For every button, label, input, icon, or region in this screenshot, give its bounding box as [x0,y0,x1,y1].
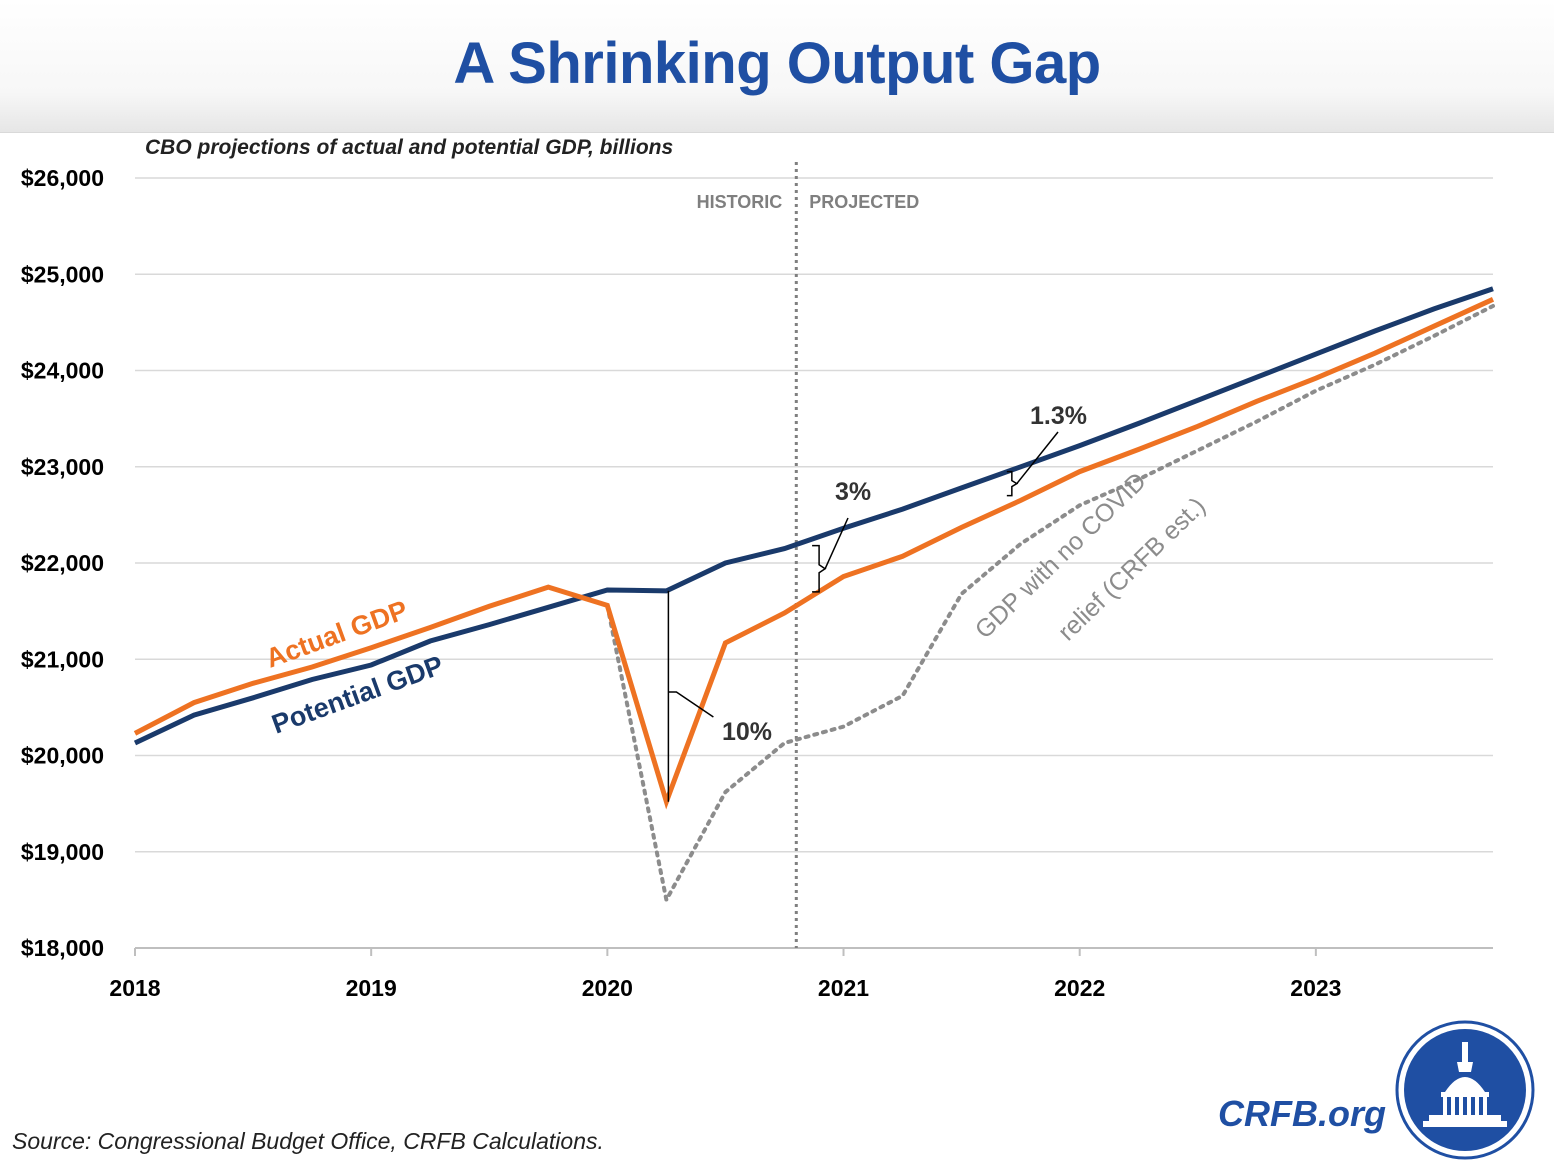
x-tick-label: 2018 [109,975,160,1001]
y-tick-label: $23,000 [21,454,104,480]
y-tick-label: $20,000 [21,743,104,769]
gap-label-3: 3% [835,478,871,506]
series-line [133,286,1494,746]
x-tick-label: 2019 [346,975,397,1001]
y-tick-label: $24,000 [21,358,104,384]
series-lines [133,286,1495,906]
page-title: A Shrinking Output Gap [453,31,1101,96]
series-line [133,297,1495,810]
x-tick-label: 2022 [1054,975,1105,1001]
projected-label: PROJECTED [809,192,919,212]
site-link[interactable]: CRFB.org [1218,1093,1386,1134]
y-tick-label: $22,000 [21,550,104,576]
chart-subtitle: CBO projections of actual and potential … [145,136,673,159]
gap-bracket-3 [812,544,827,593]
no-relief-label-line2: relief (CRFB est.) [1053,492,1211,646]
gridlines [135,177,1493,853]
actual-gdp-label: Actual GDP [262,595,412,674]
y-tick-label: $26,000 [21,165,104,191]
x-tick-label: 2023 [1290,975,1341,1001]
historic-projected-divider: HISTORIC PROJECTED [697,162,919,948]
header-band [0,0,1554,133]
gap-label-1-3: 1.3% [1030,402,1087,430]
historic-label: HISTORIC [697,192,783,212]
gap-label-10: 10% [722,718,772,746]
gap-bracket-1-3 [1006,470,1019,497]
axes: $18,000 $19,000 $20,000 $21,000 $22,000 $23,0… [21,165,1493,1001]
leader-line-10 [668,691,714,718]
y-tick-label: $21,000 [21,646,104,672]
series-line [605,304,1495,906]
leader-line-1-3 [1016,431,1059,485]
y-tick-label: $19,000 [21,839,104,865]
x-tick-label: 2021 [818,975,869,1001]
annotations: 10% 3% 1.3% [667,402,1087,802]
leader-line-3 [824,517,849,570]
y-tick-label: $18,000 [21,935,104,961]
y-tick-label: $25,000 [21,261,104,287]
x-tick-label: 2020 [582,975,633,1001]
source-note: Source: Congressional Budget Office, CRF… [12,1128,604,1154]
crfb-logo-icon [1395,1020,1535,1160]
